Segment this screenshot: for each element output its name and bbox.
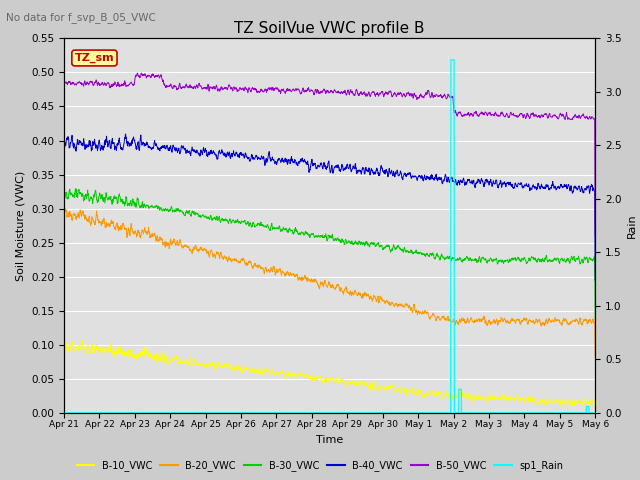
B-20_VWC [61,206,69,212]
B-50_VWC [87,79,95,85]
B-40_VWC [591,277,599,283]
Line: B-40_VWC: B-40_VWC [64,134,595,280]
Line: B-20_VWC: B-20_VWC [64,209,595,357]
B-50_VWC [319,88,326,94]
B-20_VWC [60,289,68,295]
B-50_VWC [576,115,584,121]
B-20_VWC [479,316,486,322]
Legend: B-10_VWC, B-20_VWC, B-30_VWC, B-40_VWC, B-50_VWC, sp1_Rain: B-10_VWC, B-20_VWC, B-30_VWC, B-40_VWC, … [73,456,567,475]
B-30_VWC [72,186,79,192]
B-10_VWC [79,337,86,343]
B-40_VWC [576,187,584,192]
B-50_VWC [591,234,599,240]
B-20_VWC [88,221,95,227]
B-40_VWC [576,187,584,192]
B-30_VWC [88,194,95,200]
B-30_VWC [591,316,599,322]
Text: TZ_sm: TZ_sm [75,53,115,63]
sp1_Rain [447,57,455,63]
B-50_VWC [479,111,486,117]
B-10_VWC [479,396,486,401]
B-10_VWC [319,379,326,384]
B-30_VWC [319,234,326,240]
sp1_Rain [87,410,95,416]
B-30_VWC [305,231,312,237]
B-50_VWC [305,85,312,91]
B-50_VWC [134,70,141,76]
B-50_VWC [60,213,68,218]
sp1_Rain [576,410,584,416]
X-axis label: Time: Time [316,435,343,445]
Y-axis label: Soil Moisture (VWC): Soil Moisture (VWC) [15,170,26,281]
B-30_VWC [576,261,584,267]
B-20_VWC [576,315,584,321]
Y-axis label: Rain: Rain [627,213,637,238]
sp1_Rain [305,410,312,416]
sp1_Rain [591,410,599,416]
B-10_VWC [88,347,95,353]
Title: TZ SoilVue VWC profile B: TZ SoilVue VWC profile B [234,21,425,36]
B-40_VWC [479,178,486,184]
B-10_VWC [576,399,584,405]
Line: B-30_VWC: B-30_VWC [64,189,595,319]
B-20_VWC [591,354,599,360]
sp1_Rain [319,410,326,416]
B-10_VWC [305,375,312,381]
sp1_Rain [60,410,68,416]
B-30_VWC [479,255,486,261]
sp1_Rain [576,410,584,416]
Line: B-50_VWC: B-50_VWC [64,73,595,237]
B-40_VWC [319,165,326,171]
B-40_VWC [122,131,129,137]
Text: No data for f_svp_B_05_VWC: No data for f_svp_B_05_VWC [6,12,156,23]
B-30_VWC [576,261,584,267]
Line: sp1_Rain: sp1_Rain [64,60,595,413]
Line: B-10_VWC: B-10_VWC [64,340,595,408]
B-10_VWC [60,370,68,376]
B-40_VWC [305,163,312,168]
B-20_VWC [305,276,312,282]
sp1_Rain [479,410,486,416]
B-40_VWC [60,247,68,252]
B-10_VWC [591,405,599,411]
B-10_VWC [576,400,584,406]
B-50_VWC [576,115,584,121]
B-20_VWC [319,282,326,288]
B-20_VWC [576,315,584,321]
B-40_VWC [87,144,95,149]
B-30_VWC [60,282,68,288]
